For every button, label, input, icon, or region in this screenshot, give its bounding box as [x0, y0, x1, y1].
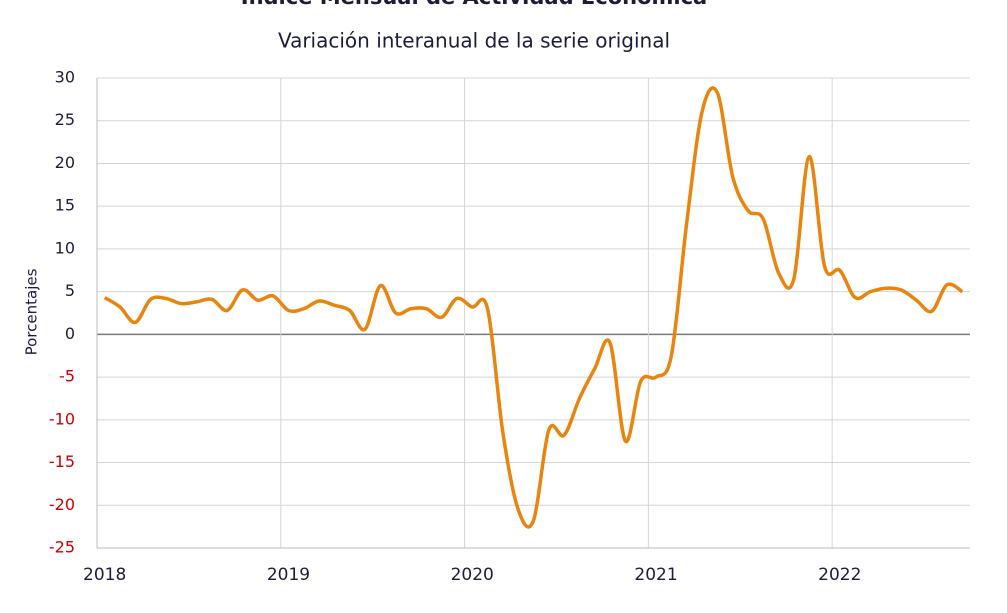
x-tick-label: 2021: [634, 565, 677, 585]
chart-title: Índice Mensual de Actividad Económica: [241, 0, 707, 9]
y-tick-label: -20: [49, 495, 75, 514]
y-tick-label: -15: [49, 452, 75, 471]
x-tick-label: 2020: [451, 565, 494, 585]
y-tick-label: 30: [55, 68, 75, 87]
y-tick-label: -10: [49, 409, 75, 428]
x-tick-label: 2019: [267, 565, 310, 585]
y-axis-label: Porcentajes: [23, 268, 41, 355]
chart-subtitle: Variación interanual de la serie origina…: [278, 29, 670, 53]
y-tick-label: 25: [55, 110, 75, 129]
x-tick-label: 2018: [83, 565, 126, 585]
line-series: [103, 86, 964, 529]
y-tick-label: -25: [49, 538, 75, 557]
y-tick-label: 0: [65, 324, 75, 343]
y-tick-label: 15: [55, 196, 75, 215]
y-tick-label: 20: [55, 153, 75, 172]
x-tick-label: 2022: [818, 565, 861, 585]
y-tick-label: -5: [59, 367, 75, 386]
y-tick-label: 5: [65, 281, 75, 300]
y-tick-label: 10: [55, 238, 75, 257]
